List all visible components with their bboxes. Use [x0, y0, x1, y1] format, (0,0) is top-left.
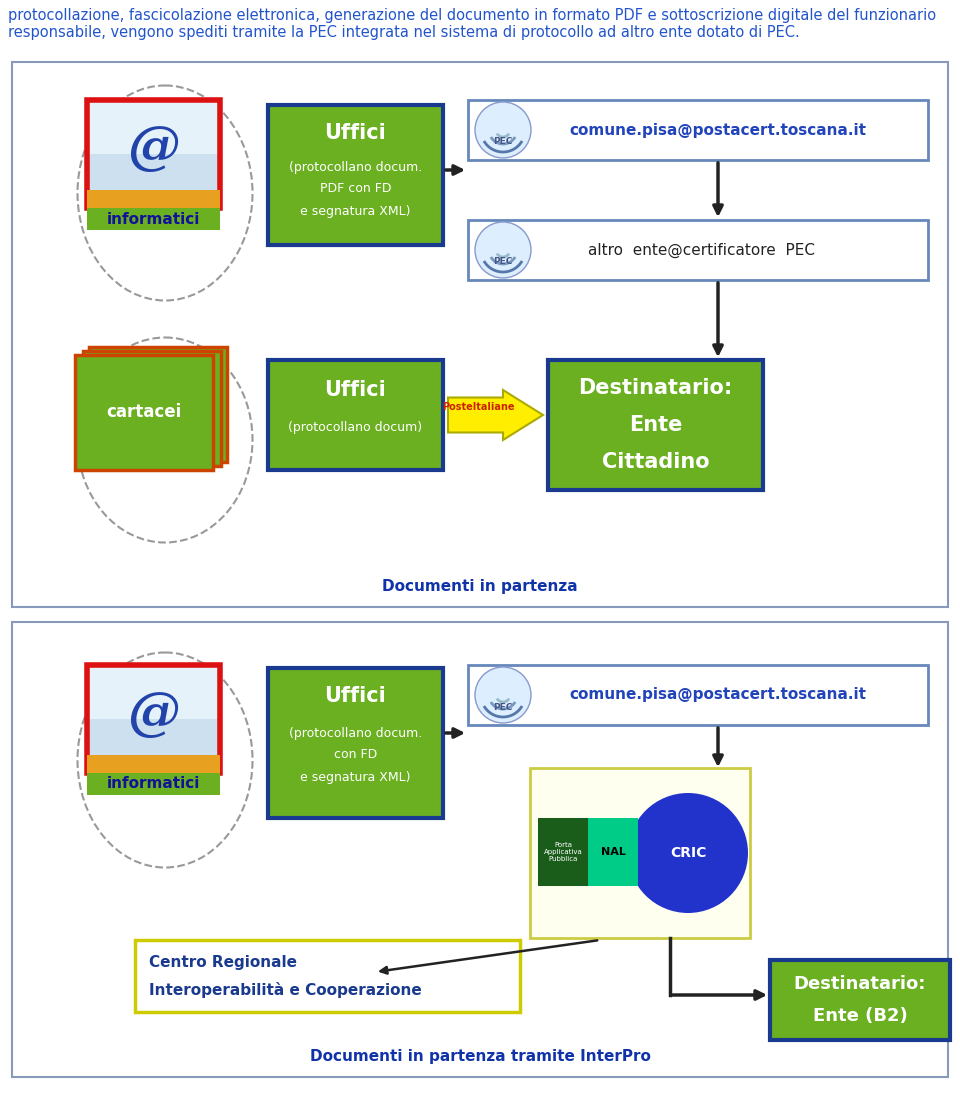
Text: @: @ [127, 689, 180, 739]
Text: e segnatura XML): e segnatura XML) [300, 205, 411, 218]
Text: Cittadino: Cittadino [602, 452, 709, 472]
Bar [83, 351, 221, 466]
Text: NAL: NAL [601, 848, 625, 857]
Text: informatici: informatici [107, 776, 201, 792]
Text: Uffici: Uffici [324, 380, 386, 400]
Text: Uffici: Uffici [324, 685, 386, 706]
Text: e segnatura XML): e segnatura XML) [300, 771, 411, 784]
FancyArrow shape [448, 390, 543, 440]
Bar [530, 768, 750, 938]
Bar [89, 347, 227, 462]
Bar [87, 191, 220, 208]
Bar [268, 360, 443, 470]
Text: (protocollano docum.: (protocollano docum. [289, 726, 422, 739]
Bar [468, 220, 928, 280]
Text: PosteItaliane: PosteItaliane [442, 402, 515, 412]
Text: Ente: Ente [629, 415, 683, 435]
Circle shape [475, 667, 531, 723]
Bar [87, 754, 220, 773]
Bar [87, 100, 220, 208]
Text: Porta
Applicativa
Pubblica: Porta Applicativa Pubblica [543, 842, 583, 862]
Circle shape [475, 102, 531, 158]
Text: (protocollano docum.: (protocollano docum. [289, 161, 422, 173]
Bar [75, 355, 213, 470]
Bar [12, 62, 948, 607]
Bar [87, 100, 220, 154]
Bar [87, 665, 220, 719]
Text: comune.pisa@postacert.toscana.it: comune.pisa@postacert.toscana.it [569, 123, 867, 138]
Text: altro  ente@certificatore  PEC: altro ente@certificatore PEC [588, 242, 815, 257]
Text: Uffici: Uffici [324, 123, 386, 143]
Bar [548, 360, 763, 489]
Bar [87, 665, 220, 773]
Text: comune.pisa@postacert.toscana.it: comune.pisa@postacert.toscana.it [569, 688, 867, 703]
Bar [135, 940, 520, 1012]
Text: protocollazione, fascicolazione elettronica, generazione del documento in format: protocollazione, fascicolazione elettron… [8, 8, 936, 41]
Text: @: @ [127, 124, 180, 174]
Bar [12, 622, 948, 1077]
Text: Ente (B2): Ente (B2) [812, 1007, 907, 1025]
Text: (protocollano docum): (protocollano docum) [288, 422, 422, 435]
Bar [87, 773, 220, 795]
Bar [468, 100, 928, 160]
Bar [87, 208, 220, 230]
Circle shape [628, 793, 748, 913]
Text: cartacei: cartacei [107, 403, 181, 420]
Bar [538, 818, 588, 886]
Text: Destinatario:: Destinatario: [578, 378, 732, 397]
Text: PEC: PEC [493, 257, 513, 266]
Text: PDF con FD: PDF con FD [320, 183, 392, 196]
Text: Documenti in partenza: Documenti in partenza [382, 579, 578, 595]
Text: Destinatario:: Destinatario: [794, 975, 926, 993]
Text: PEC: PEC [493, 703, 513, 712]
Bar [588, 818, 638, 886]
Bar [268, 105, 443, 245]
Text: Centro Regionale: Centro Regionale [149, 955, 297, 969]
Bar [87, 100, 220, 208]
Text: CRIC: CRIC [670, 846, 707, 860]
Text: informatici: informatici [107, 211, 201, 227]
Bar [770, 960, 950, 1040]
Bar [268, 668, 443, 818]
Bar [87, 665, 220, 773]
Text: con FD: con FD [334, 749, 377, 761]
Bar [468, 665, 928, 725]
Text: PEC: PEC [493, 138, 513, 147]
Text: Documenti in partenza tramite InterPro: Documenti in partenza tramite InterPro [309, 1049, 651, 1064]
Text: Interoperabilità e Cooperazione: Interoperabilità e Cooperazione [149, 982, 421, 998]
Circle shape [475, 222, 531, 278]
